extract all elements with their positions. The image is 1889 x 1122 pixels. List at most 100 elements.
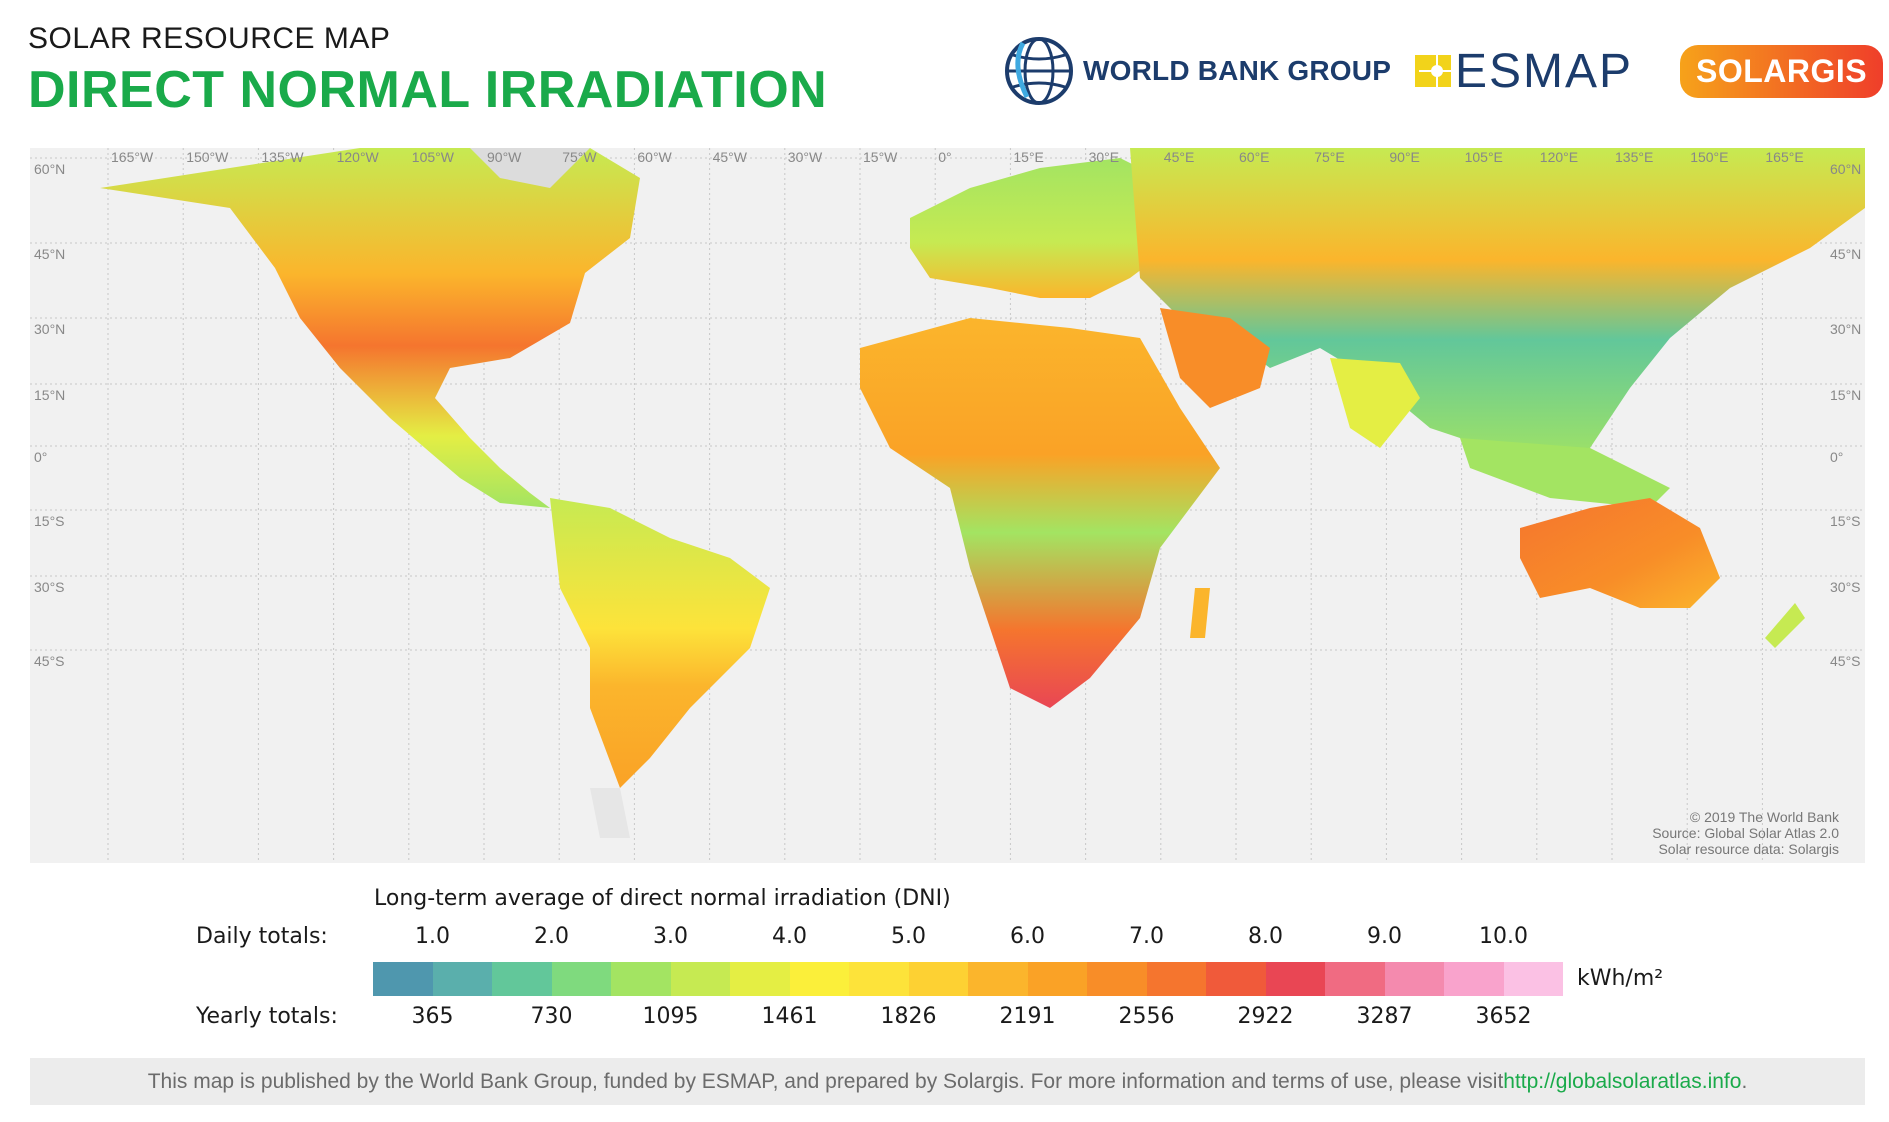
- latitude-label: 30°N: [1830, 321, 1861, 337]
- se-asia-islands-region: [1460, 438, 1670, 508]
- legend-swatch: [492, 962, 552, 996]
- esmap-logo: ESMAP: [1415, 36, 1633, 106]
- daily-tick-label: 8.0: [1248, 924, 1283, 949]
- latitude-label: 15°S: [34, 513, 65, 529]
- map-title: DIRECT NORMAL IRRADIATION: [28, 61, 828, 119]
- arabia-region: [1160, 308, 1270, 408]
- latitude-label: 30°N: [34, 321, 65, 337]
- yearly-tick-label: 1461: [761, 1004, 818, 1029]
- yearly-tick-label: 1095: [642, 1004, 699, 1029]
- daily-tick-label: 9.0: [1367, 924, 1402, 949]
- europe-region: [910, 158, 1180, 298]
- daily-tick-label: 5.0: [891, 924, 926, 949]
- longitude-label: 75°W: [562, 149, 597, 165]
- solargis-logo: SOLARGIS: [1680, 36, 1884, 106]
- daily-totals-label: Daily totals:: [196, 924, 328, 949]
- longitude-label: 15°W: [863, 149, 898, 165]
- footer-end: .: [1741, 1069, 1748, 1093]
- credit-line: Solar resource data: Solargis: [1658, 841, 1839, 857]
- australia-region: [1520, 498, 1720, 608]
- south-america-region: [550, 498, 770, 788]
- latitude-label: 45°S: [1830, 653, 1861, 669]
- legend-swatch: [1325, 962, 1385, 996]
- legend-swatch: [1503, 962, 1563, 996]
- longitude-label: 75°E: [1314, 149, 1345, 165]
- latitude-labels: 60°N 60°N 45°N 45°N 30°N 30°N 15°N 15°N 0° 0° 15°S…: [34, 161, 1861, 669]
- legend-color-bar: [373, 962, 1563, 996]
- north-america-region: [100, 148, 640, 508]
- legend-swatch: [1146, 962, 1206, 996]
- globe-icon: [1005, 37, 1073, 105]
- daily-tick-label: 10.0: [1479, 924, 1528, 949]
- longitude-label: 105°W: [412, 149, 455, 165]
- longitude-label: 15°E: [1013, 149, 1044, 165]
- latitude-label: 15°S: [1830, 513, 1861, 529]
- yearly-tick-label: 3652: [1475, 1004, 1532, 1029]
- yearly-tick-label: 1826: [880, 1004, 937, 1029]
- world-bank-label: WORLD BANK GROUP: [1083, 55, 1392, 86]
- longitude-labels: 165°W 150°W 135°W 120°W 105°W 90°W 75°W 60°W 45°…: [111, 149, 1804, 165]
- solargis-label: SOLARGIS: [1680, 44, 1884, 98]
- credit-line: Source: Global Solar Atlas 2.0: [1652, 825, 1839, 841]
- longitude-label: 0°: [938, 149, 951, 165]
- longitude-label: 150°W: [186, 149, 229, 165]
- longitude-label: 120°E: [1540, 149, 1578, 165]
- legend-swatch: [1384, 962, 1444, 996]
- longitude-label: 45°E: [1164, 149, 1195, 165]
- credit-line: © 2019 The World Bank: [1689, 809, 1839, 825]
- latitude-label: 45°S: [34, 653, 65, 669]
- yearly-tick-label: 365: [411, 1004, 454, 1029]
- footer-text: This map is published by the World Bank …: [147, 1069, 1504, 1093]
- legend-swatch: [670, 962, 730, 996]
- daily-tick-label: 3.0: [653, 924, 688, 949]
- longitude-label: 135°W: [261, 149, 304, 165]
- sunburst-icon: [1415, 53, 1451, 89]
- longitude-label: 120°W: [337, 149, 380, 165]
- yearly-tick-label: 3287: [1356, 1004, 1413, 1029]
- legend-swatch: [1206, 962, 1266, 996]
- yearly-tick-label: 2922: [1237, 1004, 1294, 1029]
- latitude-label: 45°N: [1830, 246, 1861, 262]
- legend-swatch: [908, 962, 968, 996]
- longitude-label: 165°E: [1765, 149, 1803, 165]
- longitude-label: 30°W: [788, 149, 823, 165]
- yearly-tick-label: 2191: [999, 1004, 1056, 1029]
- daily-tick-label: 1.0: [415, 924, 450, 949]
- africa-region: [860, 318, 1220, 708]
- latitude-label: 45°N: [34, 246, 65, 262]
- legend-swatch: [789, 962, 849, 996]
- longitude-label: 90°E: [1389, 149, 1420, 165]
- legend-caption: Long-term average of direct normal irrad…: [374, 886, 951, 911]
- longitude-label: 135°E: [1615, 149, 1653, 165]
- legend-swatch: [432, 962, 492, 996]
- asia-region: [1130, 148, 1865, 468]
- legend-unit: kWh/m²: [1577, 966, 1664, 991]
- map-credits: © 2019 The World Bank Source: Global Sol…: [1652, 809, 1839, 857]
- latitude-label: 0°: [34, 449, 47, 465]
- latitude-label: 15°N: [34, 387, 65, 403]
- longitude-label: 90°W: [487, 149, 522, 165]
- longitude-label: 45°W: [713, 149, 748, 165]
- yearly-tick-label: 730: [530, 1004, 573, 1029]
- latitude-label: 15°N: [1830, 387, 1861, 403]
- legend-swatch: [849, 962, 909, 996]
- legend-swatch: [730, 962, 790, 996]
- latitude-label: 30°S: [1830, 579, 1861, 595]
- daily-tick-label: 2.0: [534, 924, 569, 949]
- longitude-label: 150°E: [1690, 149, 1728, 165]
- continents: [100, 148, 1865, 838]
- esmap-label: ESMAP: [1455, 44, 1634, 98]
- latitude-label: 0°: [1830, 449, 1843, 465]
- dni-world-map: 165°W 150°W 135°W 120°W 105°W 90°W 75°W 60°W 45°…: [30, 148, 1865, 863]
- legend-swatch: [1027, 962, 1087, 996]
- legend-swatch: [373, 962, 433, 996]
- footer-note: This map is published by the World Bank …: [30, 1058, 1865, 1105]
- legend-swatch: [968, 962, 1028, 996]
- daily-tick-label: 4.0: [772, 924, 807, 949]
- footer-link[interactable]: http://globalsolaratlas.info: [1503, 1069, 1742, 1093]
- yearly-totals-label: Yearly totals:: [196, 1004, 338, 1029]
- longitude-label: 165°W: [111, 149, 154, 165]
- antarctic-south-region: [590, 788, 630, 838]
- greenland-region: [470, 148, 590, 188]
- latitude-label: 60°N: [34, 161, 65, 177]
